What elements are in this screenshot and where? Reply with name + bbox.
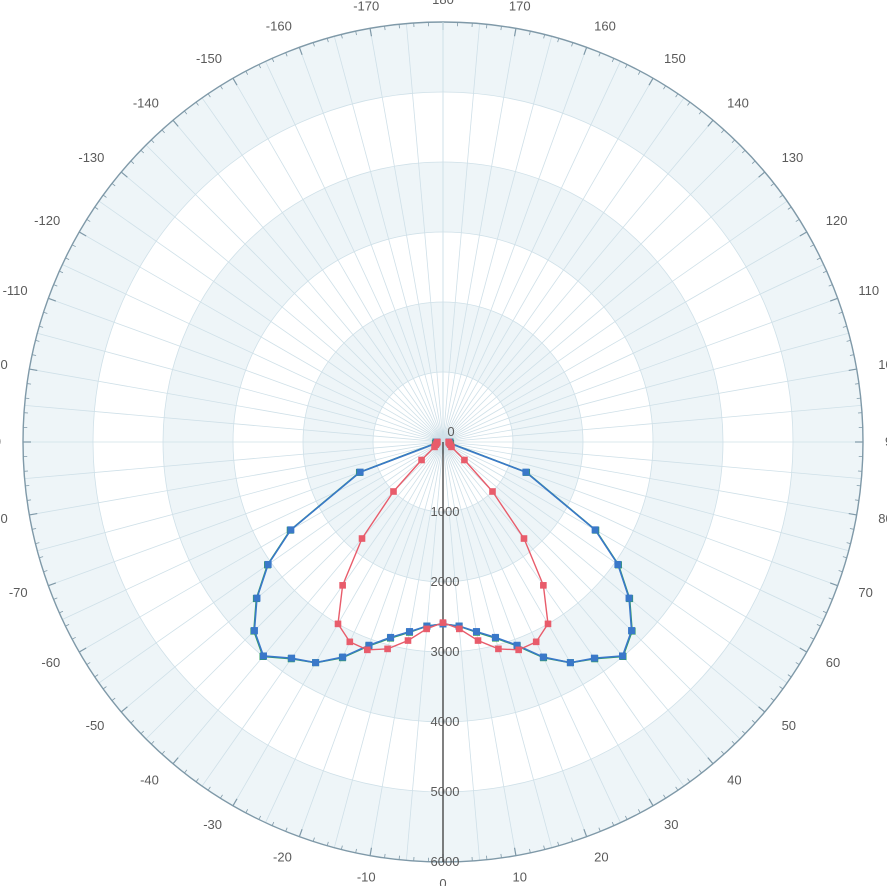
angle-label: -100 (0, 357, 8, 372)
angle-label: 70 (858, 585, 872, 600)
angle-label: 20 (594, 849, 608, 864)
angle-label: -130 (78, 150, 104, 165)
radial-label: 3000 (431, 644, 460, 659)
angle-label: 10 (513, 869, 527, 884)
angle-label: 0 (439, 876, 446, 886)
angle-label: 110 (858, 283, 879, 298)
angle-label: -80 (0, 511, 8, 526)
angle-label: -150 (196, 51, 222, 66)
angle-label: 100 (878, 357, 887, 372)
angle-label: 40 (727, 773, 741, 788)
angle-label: -40 (140, 773, 159, 788)
radial-label: 6000 (431, 854, 460, 869)
angle-label: 150 (664, 51, 686, 66)
radial-label: 4000 (431, 714, 460, 729)
radial-label: 2000 (431, 574, 460, 589)
angle-label: 160 (594, 19, 616, 34)
angle-label: -110 (3, 283, 28, 298)
angle-label: 30 (664, 817, 678, 832)
angle-label: -60 (41, 655, 60, 670)
angle-label: -10 (357, 869, 376, 884)
angle-label: 50 (782, 718, 796, 733)
angle-label: -140 (133, 95, 159, 110)
angle-label: -30 (203, 817, 222, 832)
angle-label: 60 (826, 655, 840, 670)
radial-label: 5000 (431, 784, 460, 799)
radial-label: 0 (447, 424, 454, 439)
angle-label: -170 (353, 0, 379, 14)
angle-label: 180 (432, 0, 454, 7)
angle-label: -120 (34, 213, 60, 228)
radial-label: 1000 (431, 504, 460, 519)
angle-label: -160 (266, 19, 292, 34)
angle-label: -20 (273, 849, 292, 864)
angle-label: 140 (727, 95, 749, 110)
polar-chart: -170-160-150-140-130-120-110-100-90-80-7… (0, 0, 887, 886)
angle-label: -70 (9, 585, 28, 600)
angle-label: -90 (0, 434, 1, 449)
angle-label: 80 (878, 511, 887, 526)
angle-label: 170 (509, 0, 531, 14)
angle-label: 130 (782, 150, 804, 165)
angle-label: 120 (826, 213, 848, 228)
angle-label: -50 (86, 718, 105, 733)
